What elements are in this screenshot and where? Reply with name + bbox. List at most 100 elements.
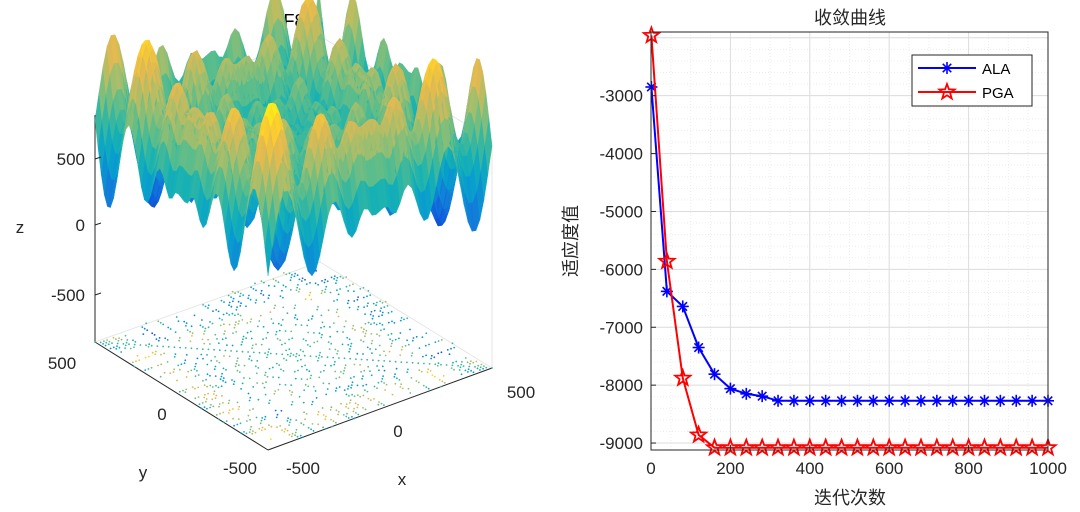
contour-point <box>342 331 344 333</box>
contour-point <box>173 346 176 349</box>
data-point-pga <box>672 367 693 387</box>
contour-point <box>370 374 373 377</box>
contour-point <box>378 315 380 318</box>
contour-point <box>476 367 479 370</box>
y-tick-label: -500 <box>223 459 257 478</box>
contour-point <box>242 294 245 296</box>
contour-point <box>349 377 352 379</box>
contour-point <box>217 310 220 313</box>
contour-point <box>314 282 317 285</box>
z-tick-label: -500 <box>51 286 85 305</box>
contour-point <box>393 322 396 324</box>
contour-point <box>357 305 360 308</box>
x-tick-label: 0 <box>393 422 402 441</box>
contour-point <box>258 351 261 354</box>
contour-point <box>228 301 231 304</box>
contour-point <box>324 288 327 291</box>
contour-point <box>205 398 208 400</box>
contour-point <box>273 392 276 395</box>
y-tick-label: -8000 <box>600 376 643 395</box>
contour-point <box>298 395 301 398</box>
contour-point <box>184 391 187 393</box>
contour-point <box>406 339 408 342</box>
contour-point <box>336 308 339 311</box>
contour-point <box>284 285 287 288</box>
contour-point <box>373 322 376 324</box>
contour-point <box>237 408 240 411</box>
x-tick-label: 0 <box>646 459 655 478</box>
contour-point <box>147 368 150 370</box>
contour-point <box>320 292 323 295</box>
contour-point <box>337 410 340 413</box>
series-lines <box>641 24 1059 457</box>
contour-point <box>278 383 281 386</box>
contour-point <box>369 370 371 372</box>
contour-point <box>249 428 252 431</box>
contour-point <box>250 337 253 340</box>
contour-point <box>255 299 258 301</box>
contour-point <box>245 305 247 308</box>
contour-point <box>216 360 218 362</box>
contour-point <box>264 352 266 354</box>
contour-point <box>387 321 390 324</box>
contour-point <box>338 376 341 379</box>
contour-point <box>151 332 154 335</box>
z-tick-label: 0 <box>76 216 85 235</box>
contour-point <box>285 273 288 276</box>
contour-point <box>267 284 270 287</box>
contour-point <box>237 418 240 420</box>
contour-point <box>169 328 172 330</box>
contour-point <box>268 424 270 427</box>
contour-point <box>305 339 307 342</box>
contour-point <box>326 280 329 283</box>
contour-point <box>390 332 393 335</box>
contour-point <box>347 407 350 410</box>
contour-point <box>248 399 251 402</box>
contour-point <box>226 344 228 346</box>
contour-point <box>189 340 192 343</box>
contour-point <box>298 290 300 293</box>
contour-point <box>236 306 239 308</box>
contour-point <box>236 360 239 362</box>
contour-point <box>259 314 262 317</box>
contour-point <box>367 302 369 305</box>
contour-point <box>468 365 471 368</box>
contour-point <box>199 324 202 327</box>
contour-point <box>250 359 253 362</box>
contour-point <box>291 273 293 276</box>
contour-point <box>400 348 403 351</box>
contour-point <box>379 322 381 325</box>
contour-point <box>347 343 350 346</box>
contour-point <box>457 364 459 367</box>
contour-point <box>309 291 312 294</box>
contour-point <box>269 311 272 313</box>
contour-point <box>373 398 375 400</box>
contour-point <box>403 318 405 321</box>
contour-point <box>201 402 204 404</box>
contour-point <box>225 420 228 422</box>
contour-point <box>194 387 196 390</box>
contour-point <box>360 326 363 329</box>
contour-point <box>317 423 320 426</box>
contour-point <box>309 345 312 348</box>
contour-point <box>337 350 339 352</box>
contour-point <box>372 359 374 362</box>
contour-point <box>348 284 351 287</box>
y-tick-label: -5000 <box>600 202 643 221</box>
contour-point <box>291 435 293 438</box>
contour-point <box>207 338 210 341</box>
contour-point <box>440 363 442 366</box>
contour-point <box>430 357 432 360</box>
contour-point <box>257 325 259 328</box>
contour-point <box>356 352 359 355</box>
data-point-ala <box>819 394 832 407</box>
contour-point <box>362 331 365 333</box>
contour-point <box>250 286 253 289</box>
contour-point <box>380 402 383 405</box>
contour-point <box>377 381 380 384</box>
contour-point <box>203 384 206 386</box>
contour-point <box>234 365 237 368</box>
contour-point <box>290 384 293 387</box>
contour-point <box>363 328 365 331</box>
contour-point <box>213 348 216 351</box>
